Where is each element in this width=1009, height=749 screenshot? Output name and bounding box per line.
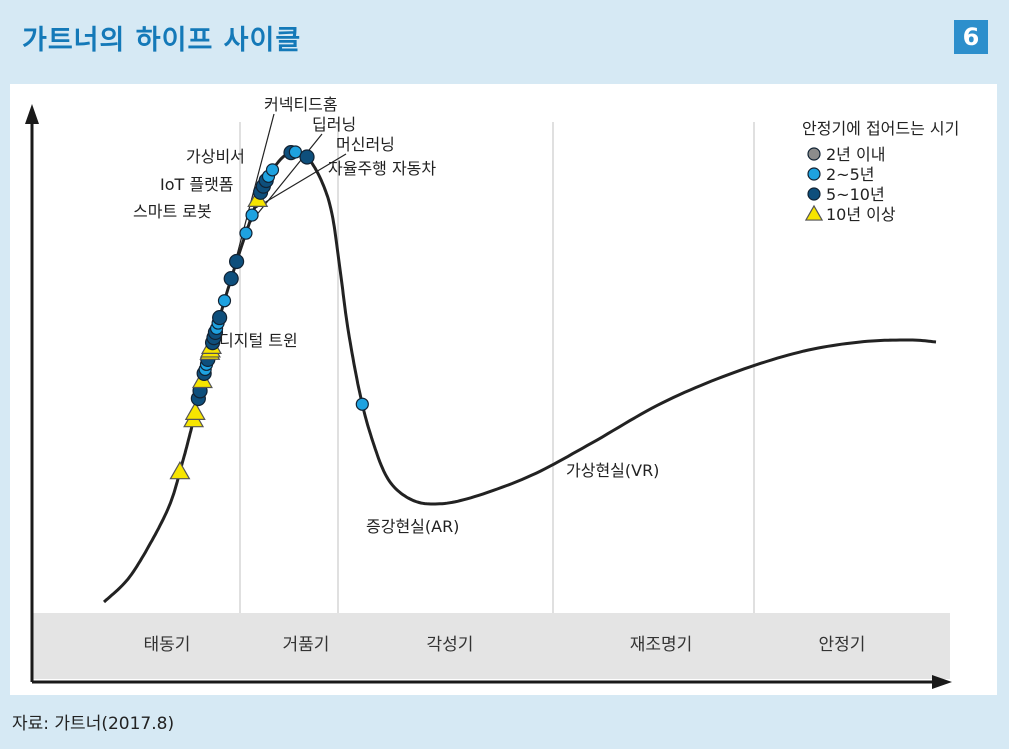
technology-label: 디지털 트윈 <box>219 331 298 350</box>
x-axis-arrow <box>932 675 952 689</box>
y-axis-arrow <box>25 104 39 124</box>
data-point-circle <box>217 294 232 308</box>
phase-label: 안정기 <box>819 635 866 655</box>
data-point-circle <box>228 253 245 270</box>
technology-label: IoT 플랫폼 <box>160 175 234 194</box>
technology-label: 가상비서 <box>186 147 245 166</box>
legend-item-label: 2년 이내 <box>826 145 885 164</box>
data-point-triangle <box>184 401 206 420</box>
data-point-circle <box>212 309 228 326</box>
data-point-circle <box>245 208 259 222</box>
legend-item-label: 2~5년 <box>826 165 875 184</box>
page-number-badge: 6 <box>954 20 988 54</box>
technology-label: 가상현실(VR) <box>566 461 659 480</box>
technology-label: 증강현실(AR) <box>366 517 459 536</box>
data-point-circle <box>807 187 821 201</box>
data-point-circle <box>239 226 253 240</box>
phase-band <box>32 613 950 679</box>
data-point-circle <box>807 147 821 161</box>
technology-label: 커넥티드홈 <box>264 95 338 114</box>
phase-label: 재조명기 <box>630 635 693 655</box>
legend-item-label: 5~10년 <box>826 185 885 204</box>
legend-item-label: 10년 이상 <box>826 205 896 224</box>
data-point-circle <box>355 397 369 411</box>
technology-label: 자율주행 자동차 <box>328 159 436 178</box>
data-point-circle <box>299 149 315 165</box>
technology-label: 딥러닝 <box>312 115 356 134</box>
legend-title: 안정기에 접어드는 시기 <box>802 119 959 138</box>
source-note: 자료: 가트너(2017.8) <box>12 714 175 734</box>
page-title: 가트너의 하이프 사이클 <box>22 25 302 56</box>
data-point-triangle <box>804 204 824 221</box>
axes <box>25 104 952 689</box>
phase-label: 태동기 <box>144 635 191 655</box>
data-point-circle <box>223 270 239 287</box>
data-point-circle <box>265 163 280 177</box>
technology-label: 머신러닝 <box>336 135 395 154</box>
technology-points <box>169 145 369 480</box>
annotation-leaders <box>236 113 347 257</box>
phase-dividers <box>239 122 755 613</box>
phase-labels: 태동기 거품기 각성기 재조명기 안정기 <box>144 635 866 655</box>
technology-label: 스마트 로봇 <box>133 202 212 221</box>
phase-label: 거품기 <box>283 635 330 655</box>
data-point-circle <box>807 167 821 181</box>
leader-line <box>251 153 347 211</box>
data-point-triangle <box>169 460 191 480</box>
leader-line <box>245 133 323 229</box>
phase-label: 각성기 <box>427 635 474 655</box>
